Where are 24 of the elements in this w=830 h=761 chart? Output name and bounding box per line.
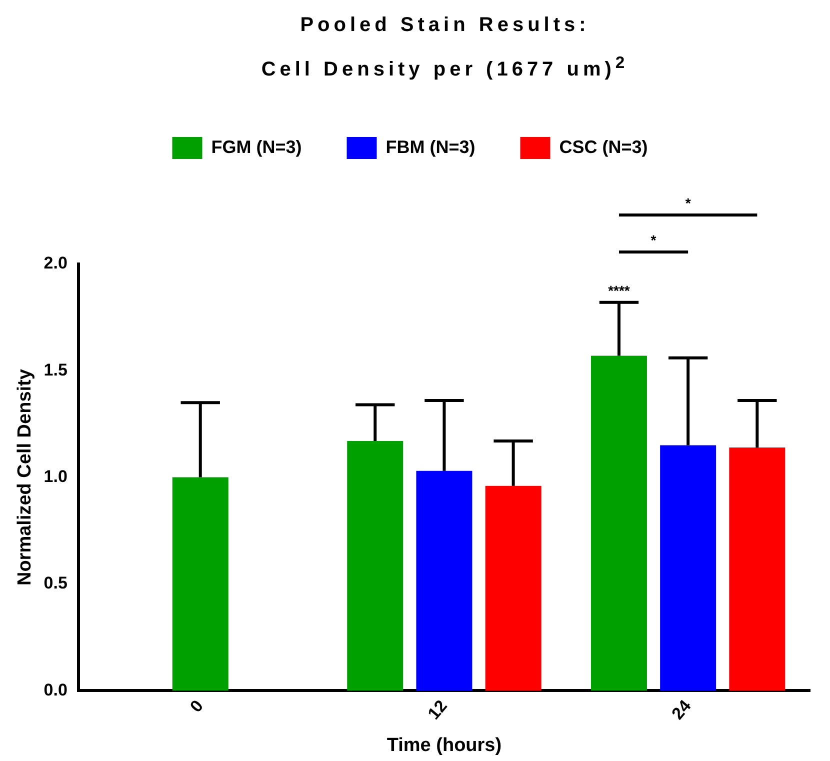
legend-label: FBM (N=3) [386, 136, 476, 157]
bar [729, 447, 786, 691]
y-tick-label: 0.5 [44, 574, 68, 593]
bar [485, 486, 542, 691]
y-tick-label: 2.0 [44, 254, 68, 273]
y-tick-label: 0.0 [44, 680, 68, 700]
x-tick-label: 0 [186, 696, 208, 716]
y-axis-title: Normalized Cell Density [14, 368, 36, 586]
bar [660, 445, 716, 691]
bar [416, 470, 472, 691]
text: * [685, 194, 692, 211]
chart-subtitle: Cell Density per (1677 um)$^{2}$ [260, 52, 630, 83]
x-axis-title: Time (hours) [386, 734, 502, 756]
x-tick-label: 12 [424, 696, 451, 724]
legend-label: CSC (N=3) [559, 136, 648, 157]
y-tick-label: 1.5 [44, 360, 68, 380]
bar [590, 356, 647, 691]
legend-label: FGM (N=3) [211, 136, 302, 157]
x-tick-label: 24 [668, 696, 696, 724]
y-tick-label: 1.0 [44, 466, 68, 486]
annotation: **** [608, 282, 630, 298]
text: * [650, 232, 657, 248]
bar [347, 441, 404, 691]
chart-title: Pooled Stain Results: [299, 13, 591, 38]
